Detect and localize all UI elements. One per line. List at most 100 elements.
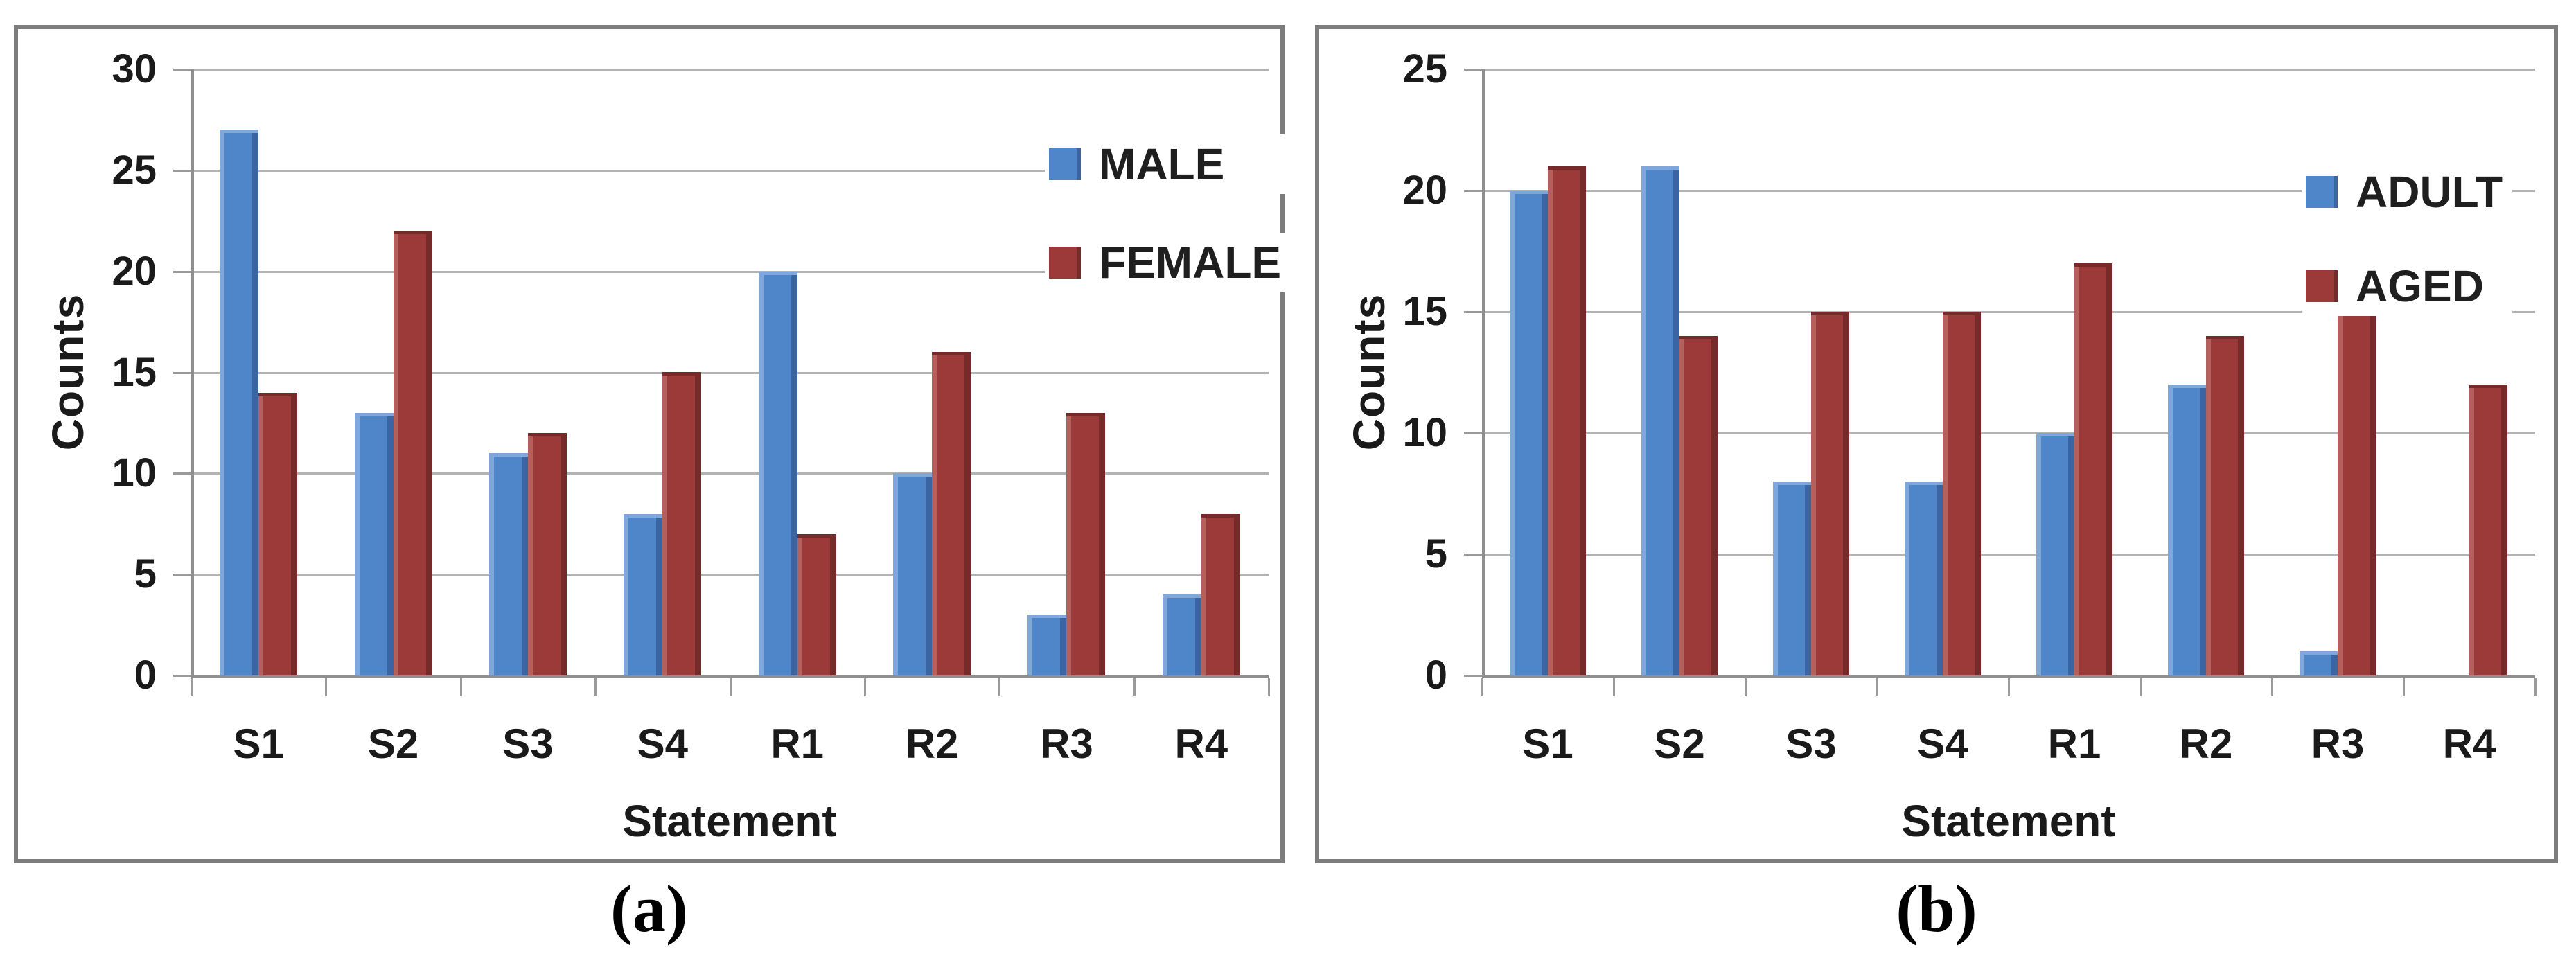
axis-x	[1482, 675, 2535, 678]
legend-b: ADULT AGED	[2302, 162, 2513, 316]
caption-b: (b)	[1896, 872, 1977, 946]
y-tick-15	[1464, 311, 1482, 313]
gridline-15	[191, 371, 1269, 374]
gridline-25	[191, 169, 1269, 172]
x-category-label-S1: S1	[1522, 721, 1573, 767]
y-tick-label-15: 15	[1402, 289, 1447, 334]
legend-label-adult: ADULT	[2356, 167, 2503, 217]
legend-swatch-adult	[2306, 176, 2338, 208]
x-tick-5	[2140, 678, 2142, 696]
x-category-label-S2: S2	[367, 721, 419, 767]
y-tick-label-20: 20	[1402, 168, 1447, 213]
x-category-label-S4: S4	[1917, 721, 1968, 767]
x-tick-7	[2403, 678, 2405, 696]
y-tick-10	[173, 472, 191, 475]
bar-male-s2	[355, 413, 394, 675]
x-tick-1	[1613, 678, 1615, 696]
x-axis-title: Statement	[622, 796, 837, 846]
chart-panel-b: Counts ADULT AGED Statement 0 5 10 15 20 25 S1…	[1315, 25, 2558, 863]
legend-swatch-aged	[2306, 270, 2338, 302]
bar-male-r2	[893, 473, 932, 675]
x-tick-8	[1268, 678, 1270, 696]
gridline-5	[191, 574, 1269, 576]
y-tick-label-20: 20	[112, 248, 157, 294]
bar-aged-s1	[1548, 166, 1586, 675]
bar-male-s1	[220, 130, 258, 675]
bar-aged-r3	[2338, 312, 2376, 675]
y-tick-label-10: 10	[1402, 410, 1447, 455]
chart-panel-a: Counts MALE FEMALE Statement 0 5 10 15 20 25 3…	[14, 25, 1291, 863]
bar-aged-r4	[2469, 385, 2507, 675]
x-tick-4	[729, 678, 732, 696]
gridline-25	[1482, 69, 2535, 71]
bar-male-s4	[624, 514, 662, 675]
x-tick-0	[1481, 678, 1483, 696]
x-category-label-R4: R4	[1174, 721, 1228, 767]
bar-male-r4	[1163, 594, 1201, 675]
legend-a: MALE FEMALE	[1045, 134, 1291, 292]
x-tick-1	[325, 678, 328, 696]
bar-female-s4	[662, 372, 701, 675]
bar-female-s3	[528, 433, 567, 675]
legend-label-male: MALE	[1099, 139, 1225, 189]
y-tick-25	[173, 169, 191, 172]
y-tick-label-5: 5	[1424, 531, 1447, 576]
y-tick-label-25: 25	[112, 147, 157, 193]
x-tick-5	[863, 678, 866, 696]
x-category-label-S4: S4	[637, 721, 688, 767]
gridline-5	[1482, 554, 2535, 556]
x-tick-8	[2534, 678, 2537, 696]
x-tick-7	[1133, 678, 1136, 696]
y-tick-label-30: 30	[112, 46, 157, 91]
y-tick-label-25: 25	[1402, 46, 1447, 91]
x-category-label-S2: S2	[1654, 721, 1705, 767]
caption-a: (a)	[610, 872, 688, 946]
x-axis-title: Statement	[1901, 796, 2116, 846]
bar-male-r3	[1027, 615, 1066, 675]
bar-male-s3	[489, 453, 528, 675]
bar-aged-s2	[1679, 336, 1718, 675]
bar-adult-s2	[1641, 166, 1679, 675]
axis-x	[191, 675, 1269, 678]
bar-male-r1	[759, 272, 797, 675]
bar-female-r3	[1066, 413, 1105, 675]
bar-female-r4	[1201, 514, 1240, 675]
gridline-10	[191, 472, 1269, 475]
x-category-label-S3: S3	[1785, 721, 1837, 767]
legend-swatch-male	[1049, 148, 1081, 180]
bar-adult-s4	[1905, 482, 1943, 675]
legend-swatch-female	[1049, 247, 1081, 279]
y-tick-label-10: 10	[112, 450, 157, 496]
gridline-30	[191, 69, 1269, 71]
y-tick-30	[173, 69, 191, 71]
x-category-label-R2: R2	[2179, 721, 2233, 767]
y-tick-5	[1464, 554, 1482, 556]
bar-aged-r1	[2074, 263, 2112, 675]
bar-female-s2	[394, 231, 432, 675]
axis-y	[191, 69, 194, 678]
x-tick-0	[191, 678, 193, 696]
y-tick-15	[173, 371, 191, 374]
y-tick-20	[173, 270, 191, 273]
x-category-label-S1: S1	[233, 721, 284, 767]
bar-adult-s3	[1773, 482, 1811, 675]
x-category-label-R1: R1	[2047, 721, 2101, 767]
y-tick-label-0: 0	[1424, 653, 1447, 698]
y-tick-0	[173, 675, 191, 677]
y-tick-label-0: 0	[134, 653, 157, 698]
gridline-20	[191, 270, 1269, 273]
gridline-20	[1482, 190, 2535, 192]
bar-adult-r1	[2036, 433, 2074, 675]
x-tick-6	[998, 678, 1001, 696]
x-category-label-R2: R2	[905, 721, 959, 767]
x-category-label-R3: R3	[1040, 721, 1093, 767]
x-tick-3	[1876, 678, 1878, 696]
x-category-label-R1: R1	[770, 721, 824, 767]
bar-adult-r3	[2300, 651, 2338, 675]
bar-aged-r2	[2206, 336, 2244, 675]
bar-female-r2	[932, 352, 971, 675]
x-tick-2	[459, 678, 462, 696]
x-tick-3	[594, 678, 597, 696]
y-tick-label-15: 15	[112, 349, 157, 395]
bar-female-r1	[797, 534, 836, 675]
